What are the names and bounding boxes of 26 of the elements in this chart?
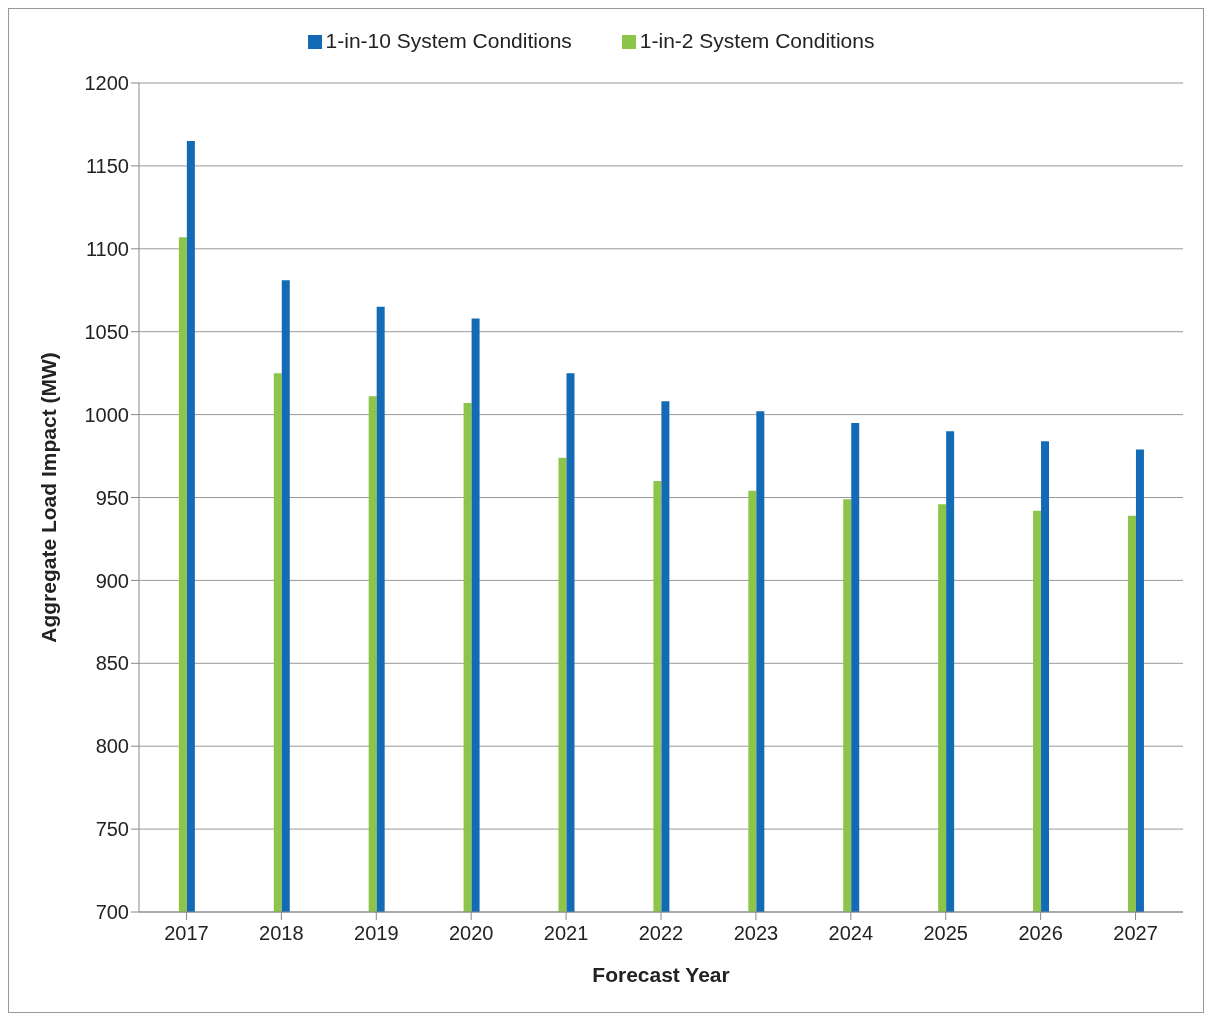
legend-label: 1-in-2 System Conditions [639,29,875,52]
y-tick-label: 1100 [85,237,129,260]
x-tick-label: 2027 [1113,922,1158,945]
x-axis-title: Forecast Year [592,963,730,986]
x-tick-label: 2024 [828,922,874,945]
y-tick-label: 1150 [85,155,129,177]
x-tick-label: 2020 [448,922,494,945]
y-tick-label: 1050 [84,320,129,343]
x-tick-label: 2021 [543,922,589,945]
x-tick-label: 2018 [259,922,304,945]
y-tick-label: 850 [95,652,129,675]
y-axis-title: Aggregate Load Impact (MW) [37,352,61,643]
x-tick-label: 2023 [733,922,779,945]
y-tick-label: 1000 [84,403,129,426]
y-tick-label: 750 [95,818,129,841]
y-tick-label: 1200 [84,72,129,95]
y-tick-label: 900 [95,569,129,592]
x-tick-label: 2022 [638,922,684,945]
y-tick-label: 800 [95,735,129,758]
x-tick-label: 2026 [1018,922,1063,945]
y-tick-label: 700 [95,901,129,924]
x-tick-label: 2025 [923,922,968,945]
x-tick-label: 2019 [354,922,399,945]
legend-label: 1-in-10 System Conditions [325,29,572,52]
y-tick-label: 950 [95,486,129,509]
x-tick-label: 2017 [164,922,209,945]
